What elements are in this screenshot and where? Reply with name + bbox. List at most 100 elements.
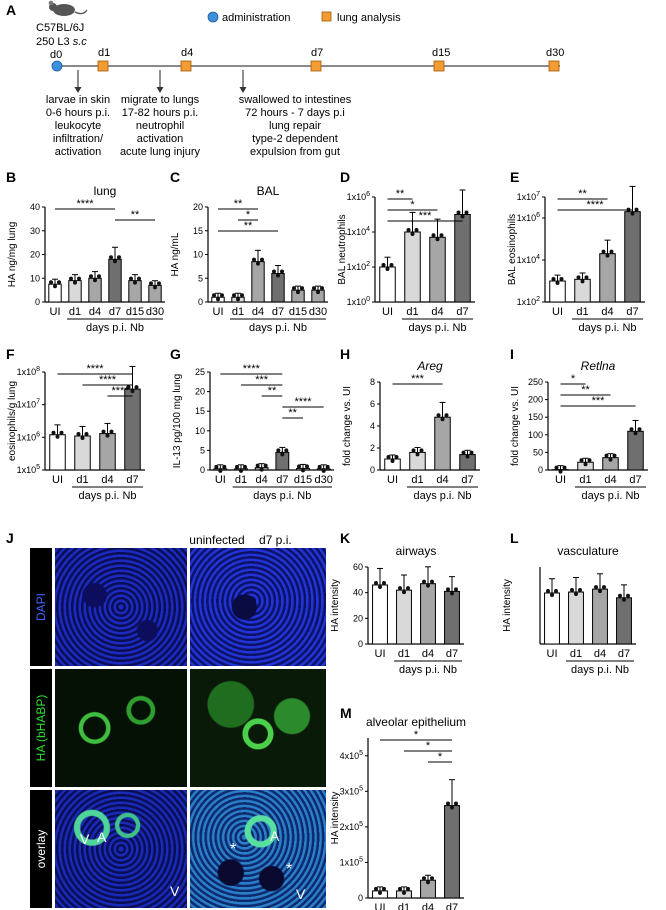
x-tick-label-L: d7 [618, 648, 630, 660]
bar-D-UI [379, 266, 396, 303]
data-point-D [414, 228, 419, 232]
y-tick-label-B: 30 [30, 226, 40, 236]
data-point-H [394, 455, 399, 459]
chart-title-I: Retlna [581, 359, 616, 373]
data-point-G [259, 467, 264, 472]
data-point-M [422, 876, 426, 881]
data-point-M [378, 890, 382, 895]
data-point-E [605, 253, 610, 258]
data-point-E [576, 275, 581, 280]
y-tick-label-H: 6 [370, 399, 375, 409]
x-tick-label-E: d7 [626, 306, 638, 318]
data-point-D [435, 237, 440, 242]
data-point-I [629, 427, 634, 432]
data-point-G [218, 468, 223, 473]
timeline-d30-marker [548, 60, 560, 72]
image-dapi-uninfected [55, 548, 187, 666]
data-point-L [602, 585, 606, 590]
x-tick-label-K: d1 [398, 648, 410, 660]
data-point-C [292, 286, 296, 291]
y-tick-label-H: 8 [370, 377, 375, 387]
row-label-ha: HA (bHABP) [30, 669, 52, 787]
chart-title-B: lung [94, 184, 117, 198]
mouse-strain: C57BL/6J [36, 22, 84, 34]
y-tick-label-C: 15 [193, 226, 203, 236]
data-point-D [464, 210, 469, 215]
data-point-D [385, 267, 390, 271]
x-tick-label-L: UI [547, 648, 558, 660]
note-2-line: 17-82 hours p.i. [122, 107, 198, 119]
bar-D-d4 [429, 236, 446, 303]
significance-stars-F: **** [111, 385, 129, 397]
x-tick-label-F: UI [52, 474, 63, 486]
data-point-F [109, 429, 114, 434]
y-tick-label-M: 2x105 [340, 821, 364, 832]
data-point-D [381, 263, 386, 267]
data-point-M [374, 886, 378, 891]
data-point-H [436, 413, 441, 418]
data-point-C [280, 269, 284, 274]
panel-letter-m: M [340, 705, 352, 721]
y-tick-label-F: 1x108 [17, 366, 41, 377]
significance-stars-E: ** [578, 188, 587, 200]
y-tick-label-D: 1x102 [347, 261, 371, 272]
significance-stars-G: ** [268, 385, 277, 397]
data-point-L [550, 592, 554, 597]
data-point-M [382, 886, 386, 891]
data-point-D [439, 233, 444, 238]
data-point-L [622, 597, 626, 602]
data-point-C [220, 293, 224, 298]
data-point-C [272, 269, 276, 274]
analysis-marker-icon [321, 11, 332, 22]
note-2-line: acute lung injury [120, 146, 201, 158]
y-axis-label-E: BAL eosinophils [507, 214, 518, 285]
data-point-C [276, 273, 280, 278]
y-tick-label-C: 20 [193, 202, 203, 212]
x-group-label-I: days p.i. Nb [581, 490, 639, 502]
mark-vessel: V [170, 883, 180, 899]
timeline-d1-marker [97, 60, 109, 72]
data-point-H [390, 459, 395, 463]
data-point-I [583, 462, 588, 467]
mark-airway: A [97, 829, 107, 845]
data-point-I [604, 453, 609, 458]
x-tick-label-K: UI [375, 648, 386, 660]
data-point-I [633, 431, 638, 436]
y-axis-label-K: HA intensity [330, 579, 341, 632]
x-tick-label-B: d4 [89, 306, 101, 318]
mark-vessel: V [80, 831, 90, 847]
data-point-C [320, 286, 324, 291]
note-1: larvae in skin 0-6 hours p.i. leukocyte … [46, 94, 110, 158]
x-tick-label-G: d15 [294, 474, 312, 486]
data-point-D [389, 263, 394, 267]
significance-stars-H: *** [411, 373, 425, 385]
image-dapi-d7 [190, 548, 326, 666]
mark-infiltrate: * [286, 861, 293, 878]
data-point-B [97, 274, 101, 279]
bar-F-UI [49, 434, 66, 471]
data-point-I [554, 465, 559, 470]
legend-analysis: lung analysis [337, 12, 401, 24]
x-tick-label-G: d1 [235, 474, 247, 486]
data-point-G [235, 464, 239, 469]
data-point-G [276, 448, 281, 453]
y-tick-label-F: 1x105 [17, 464, 41, 475]
data-point-L [570, 588, 574, 593]
y-tick-label-G: 15 [195, 406, 205, 416]
chart-title-M: alveolar epithelium [366, 715, 466, 729]
y-tick-label-I: 200 [528, 395, 543, 405]
data-point-G [297, 464, 301, 469]
day-label-d4: d4 [181, 47, 193, 59]
significance-stars-D: * [410, 199, 415, 211]
data-point-K [378, 584, 382, 589]
bar-D-d1 [404, 231, 421, 303]
data-point-I [637, 427, 642, 432]
row-label-ha-text: HA (bHABP) [34, 694, 48, 762]
y-axis-label-D: BAL neutrophils [337, 214, 348, 284]
data-point-K [450, 591, 454, 596]
data-point-H [461, 450, 466, 455]
x-tick-label-D: d1 [406, 306, 418, 318]
data-point-B [117, 255, 121, 260]
x-tick-label-H: d1 [411, 474, 423, 486]
